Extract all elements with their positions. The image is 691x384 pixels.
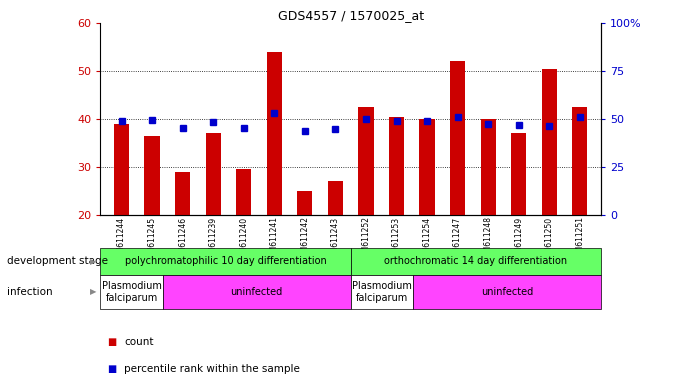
Bar: [267, 52, 282, 215]
Bar: [572, 107, 587, 215]
Bar: [100, 275, 163, 309]
Bar: [328, 181, 343, 215]
Bar: [389, 117, 404, 215]
Text: count: count: [124, 337, 154, 347]
Text: orthochromatic 14 day differentiation: orthochromatic 14 day differentiation: [384, 256, 567, 266]
Bar: [511, 133, 527, 215]
Bar: [100, 248, 350, 275]
Text: ■: ■: [107, 337, 116, 347]
Bar: [359, 107, 374, 215]
Bar: [297, 191, 312, 215]
Bar: [114, 124, 129, 215]
Bar: [144, 136, 160, 215]
Text: ■: ■: [107, 364, 116, 374]
Text: Plasmodium
falciparum: Plasmodium falciparum: [352, 281, 412, 303]
Text: uninfected: uninfected: [231, 287, 283, 297]
Text: infection: infection: [7, 287, 53, 297]
Text: Plasmodium
falciparum: Plasmodium falciparum: [102, 281, 162, 303]
Bar: [206, 133, 221, 215]
Bar: [480, 119, 495, 215]
Bar: [350, 275, 413, 309]
Text: ▶: ▶: [90, 257, 97, 266]
Bar: [413, 275, 601, 309]
Bar: [175, 172, 190, 215]
Text: uninfected: uninfected: [481, 287, 533, 297]
Text: polychromatophilic 10 day differentiation: polychromatophilic 10 day differentiatio…: [124, 256, 326, 266]
Bar: [450, 61, 465, 215]
Text: percentile rank within the sample: percentile rank within the sample: [124, 364, 301, 374]
Bar: [163, 275, 350, 309]
Title: GDS4557 / 1570025_at: GDS4557 / 1570025_at: [278, 9, 424, 22]
Bar: [350, 248, 601, 275]
Text: ▶: ▶: [90, 287, 97, 296]
Text: development stage: development stage: [7, 256, 108, 266]
Bar: [419, 119, 435, 215]
Bar: [542, 69, 557, 215]
Bar: [236, 169, 252, 215]
